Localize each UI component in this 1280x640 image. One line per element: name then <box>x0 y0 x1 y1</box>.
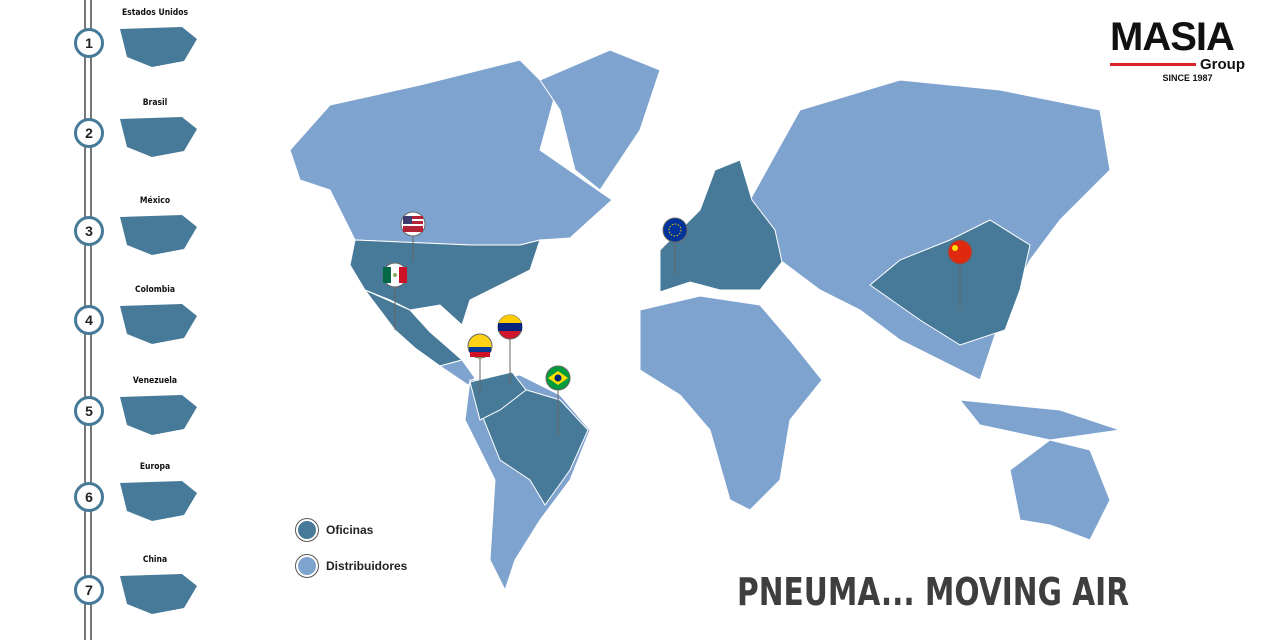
africa-distributors <box>639 295 823 511</box>
slogan: PNEUMA... MOVING AIR <box>737 570 1130 614</box>
country-label: China <box>142 555 168 565</box>
colombia-flag-pin <box>467 333 493 395</box>
distributors-swatch <box>296 555 318 577</box>
country-silhouette <box>120 574 197 614</box>
country-label: Venezuela <box>132 376 178 386</box>
china-flag-pin <box>947 239 973 308</box>
step-number: 7 <box>74 575 104 605</box>
country-label: México <box>139 196 171 206</box>
step-number: 4 <box>74 305 104 335</box>
mexico-flag-pin <box>382 262 408 330</box>
country-label: Brasil <box>142 98 168 108</box>
logo-name: MASIA <box>1110 15 1235 59</box>
indonesia <box>958 399 1121 441</box>
china-office <box>869 219 1031 346</box>
country-label: Estados Unidos <box>121 8 189 18</box>
asia-distributors <box>749 79 1111 381</box>
step-number: 5 <box>74 396 104 426</box>
legend-offices: Oficinas <box>296 519 373 541</box>
logo-since: SINCE 1987 <box>1162 73 1213 83</box>
brazil-flag-pin <box>545 365 571 435</box>
step-number: 2 <box>74 118 104 148</box>
usa-office <box>349 239 541 326</box>
legend-distributors: Distribuidores <box>296 555 407 577</box>
country-silhouette <box>120 117 197 157</box>
legend-distributors-label: Distribuidores <box>326 559 408 573</box>
north-america-distributors <box>289 59 613 246</box>
venezuela-flag-pin <box>497 314 523 385</box>
masia-group-logo: MASIA Group SINCE 1987 <box>1110 15 1245 83</box>
step-number: 3 <box>74 216 104 246</box>
step-number: 6 <box>74 482 104 512</box>
logo-sub: Group <box>1200 56 1245 73</box>
legend-offices-label: Oficinas <box>326 523 374 537</box>
country-silhouette <box>120 395 197 435</box>
logo-red-bar <box>1110 63 1196 66</box>
greenland <box>539 49 661 191</box>
country-label: Europa <box>139 462 171 472</box>
pins <box>382 211 973 435</box>
united-states-flag-pin <box>400 211 426 262</box>
brazil-office <box>481 387 589 506</box>
country-silhouette <box>120 481 197 521</box>
country-silhouette <box>120 304 197 344</box>
country-label: Colombia <box>134 285 175 295</box>
european-union-flag-pin <box>662 217 688 275</box>
australia-distributors <box>1009 439 1111 541</box>
colombia-venezuela-office <box>469 371 527 421</box>
country-silhouette <box>120 27 197 67</box>
offices-swatch <box>296 519 318 541</box>
step-number: 1 <box>74 28 104 58</box>
europe-office <box>659 159 783 293</box>
central-america <box>438 359 476 386</box>
country-silhouette <box>120 215 197 255</box>
